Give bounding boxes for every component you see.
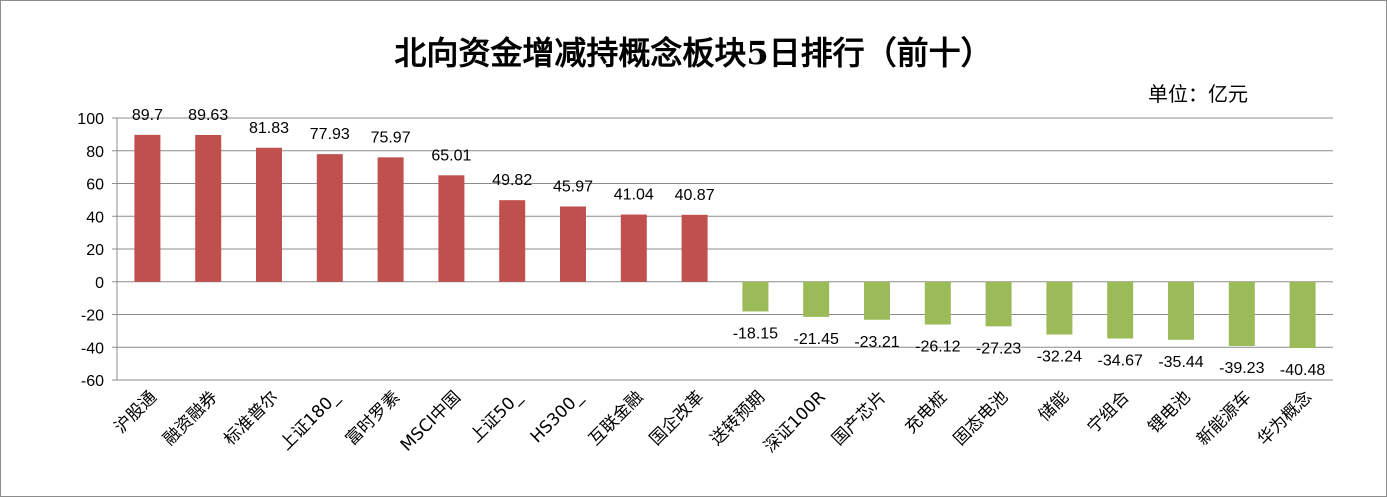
data-label: 49.82	[492, 172, 532, 189]
bar	[1046, 281, 1073, 335]
category-label: 固态电池	[950, 387, 1012, 449]
y-tick-label: 80	[86, 144, 104, 161]
data-label: 41.04	[614, 187, 654, 204]
data-label: 89.7	[132, 107, 163, 124]
bar	[985, 281, 1012, 327]
data-label: 89.63	[188, 107, 228, 124]
data-label: -18.15	[733, 325, 778, 342]
bar	[195, 134, 222, 282]
data-label: -21.45	[794, 331, 839, 348]
bar	[134, 134, 161, 282]
data-label: 45.97	[553, 178, 593, 195]
y-tick-label: -40	[81, 340, 104, 357]
y-tick-label: -60	[81, 373, 104, 390]
bar	[499, 200, 526, 282]
category-label: 上证50_	[466, 387, 526, 447]
category-label: 上证180_	[276, 387, 343, 454]
y-tick-label: -20	[81, 308, 104, 325]
bar	[681, 214, 708, 282]
bar	[742, 281, 769, 312]
data-label: 40.87	[675, 187, 715, 204]
category-label: 宁组合	[1084, 387, 1134, 437]
data-label: -39.23	[1219, 360, 1264, 377]
data-label: -40.48	[1280, 362, 1325, 379]
y-tick-label: 100	[77, 111, 104, 128]
category-label: 充电桩	[901, 387, 951, 437]
data-label: 75.97	[371, 129, 411, 146]
category-label: 新能源车	[1193, 387, 1255, 449]
category-label: 标准普尔	[220, 387, 282, 449]
category-label: HS300_	[527, 387, 587, 447]
y-tick-label: 0	[95, 275, 104, 292]
bar	[924, 281, 951, 325]
category-label: 国产芯片	[828, 387, 890, 449]
bar	[1168, 281, 1194, 340]
data-label: -35.44	[1158, 354, 1203, 371]
bar	[560, 206, 586, 282]
category-label: 送转预期	[707, 387, 769, 449]
bar	[803, 281, 830, 317]
category-label: 互联金融	[585, 387, 647, 449]
bar	[620, 214, 647, 282]
category-label: 储能	[1035, 387, 1073, 425]
bar	[1289, 281, 1316, 349]
data-label: -27.23	[976, 340, 1021, 357]
data-label: 81.83	[249, 120, 289, 137]
category-label: 深证100R	[760, 387, 830, 457]
bar	[316, 154, 343, 282]
y-tick-label: 40	[86, 209, 104, 226]
data-label: 65.01	[431, 147, 471, 164]
category-label: 融资融券	[160, 387, 222, 449]
bar	[1107, 281, 1134, 339]
unit-label: 单位：亿元	[1148, 82, 1248, 106]
y-tick-label: 20	[86, 242, 104, 259]
category-label: 锂电池	[1144, 387, 1194, 437]
y-tick-label: 60	[86, 177, 104, 194]
category-label: 国企改革	[646, 387, 708, 449]
data-label: -26.12	[915, 339, 960, 356]
bar	[1228, 281, 1255, 346]
bar	[377, 157, 404, 282]
bar	[864, 281, 890, 320]
data-label: -23.21	[854, 334, 899, 351]
data-label: 77.93	[310, 126, 350, 143]
category-label: MSCI中国	[397, 387, 465, 455]
chart-title: 北向资金增减持概念板块5日排行（前十）	[394, 34, 993, 72]
data-label: -34.67	[1098, 353, 1143, 370]
category-label: 华为概念	[1253, 387, 1316, 450]
category-label: 沪股通	[111, 387, 161, 437]
category-label: 富时罗素	[342, 387, 404, 449]
bar	[438, 175, 465, 282]
data-label: -32.24	[1037, 349, 1082, 366]
bar	[256, 147, 282, 282]
